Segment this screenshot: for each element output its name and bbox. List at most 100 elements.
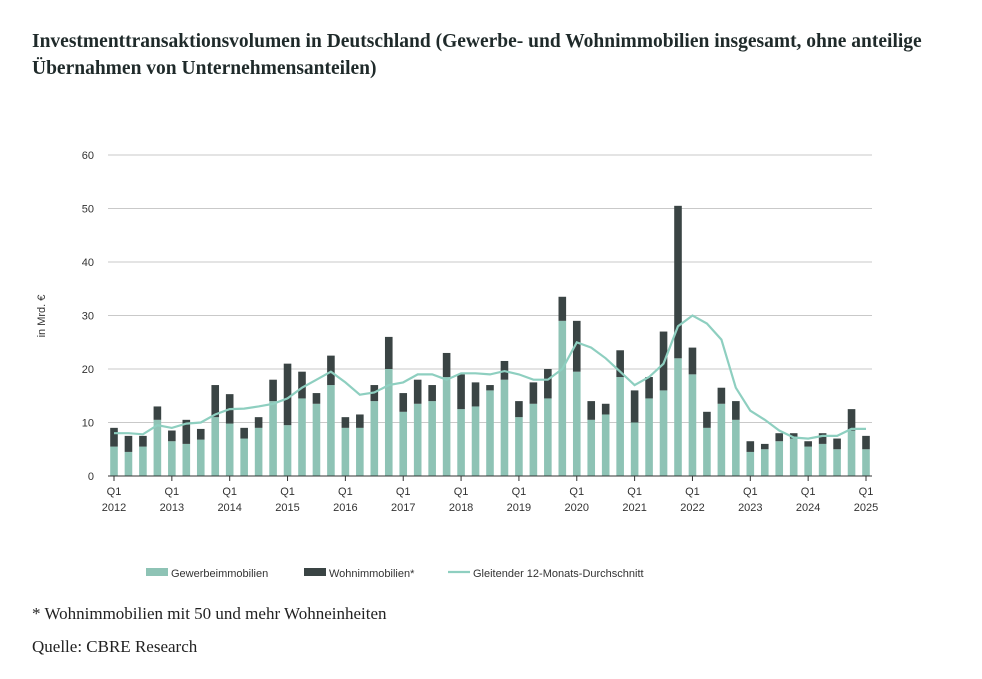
bar-wohn bbox=[515, 401, 523, 418]
bar-wohn bbox=[457, 374, 465, 410]
bar-gewerbe bbox=[717, 403, 726, 476]
y-tick-labels: 0 10 20 30 40 50 60 bbox=[82, 150, 94, 483]
bar-gewerbe bbox=[384, 369, 393, 476]
bar-wohn bbox=[529, 382, 538, 404]
bar-wohn bbox=[254, 417, 263, 428]
bar-gewerbe bbox=[775, 441, 784, 476]
bar-gewerbe bbox=[428, 401, 436, 476]
bar-gewerbe bbox=[399, 411, 408, 476]
bar-wohn bbox=[775, 433, 784, 442]
bar-wohn bbox=[124, 435, 133, 452]
legend-swatch bbox=[146, 568, 168, 576]
bar-gewerbe bbox=[587, 419, 596, 476]
bar-gewerbe bbox=[572, 371, 581, 476]
bar-gewerbe bbox=[818, 443, 827, 476]
bar-gewerbe bbox=[413, 403, 422, 476]
x-tick-year: 2022 bbox=[680, 502, 704, 514]
footnote: * Wohnimmobilien mit 50 und mehr Wohnein… bbox=[32, 604, 387, 623]
bar-gewerbe bbox=[110, 446, 118, 476]
bar-wohn bbox=[645, 377, 653, 399]
bar-wohn bbox=[298, 371, 306, 399]
bar-wohn bbox=[399, 393, 408, 412]
bar-wohn bbox=[703, 411, 711, 428]
y-tick-label: 0 bbox=[88, 471, 94, 483]
bar-wohn bbox=[862, 435, 870, 450]
bar-gewerbe bbox=[196, 439, 205, 476]
x-tick-quarter: Q1 bbox=[801, 486, 816, 498]
bar-gewerbe bbox=[760, 449, 769, 476]
legend-swatch bbox=[304, 568, 326, 576]
bar-gewerbe bbox=[240, 438, 248, 476]
bar-gewerbe bbox=[327, 385, 335, 476]
legend-label: Wohnimmobilien* bbox=[329, 568, 415, 580]
bar-series bbox=[110, 205, 870, 476]
bar-gewerbe bbox=[847, 430, 856, 476]
x-tick-year: 2021 bbox=[622, 502, 646, 514]
x-tick-year: 2024 bbox=[796, 502, 820, 514]
bar-gewerbe bbox=[616, 377, 624, 476]
bar-wohn bbox=[674, 205, 682, 359]
chart-title: Investmenttransaktionsvolumen in Deutsch… bbox=[32, 31, 922, 79]
x-tick-quarter: Q1 bbox=[280, 486, 295, 498]
bar-wohn bbox=[442, 352, 451, 378]
y-axis-label: in Mrd. € bbox=[36, 295, 48, 338]
bar-gewerbe bbox=[457, 409, 465, 476]
source-note: Quelle: CBRE Research bbox=[32, 637, 198, 656]
bar-wohn bbox=[544, 369, 552, 399]
bar-gewerbe bbox=[529, 403, 538, 476]
bar-wohn bbox=[616, 350, 624, 378]
x-tick-year: 2013 bbox=[160, 502, 184, 514]
y-tick-label: 40 bbox=[82, 257, 94, 269]
bar-wohn bbox=[327, 355, 335, 386]
bar-wohn bbox=[760, 443, 769, 450]
bar-gewerbe bbox=[674, 358, 682, 476]
bar-gewerbe bbox=[688, 374, 697, 476]
y-tick-label: 10 bbox=[82, 418, 94, 430]
bar-wohn bbox=[196, 428, 205, 440]
bar-gewerbe bbox=[124, 451, 133, 476]
x-tick-year: 2025 bbox=[854, 502, 878, 514]
bar-gewerbe bbox=[500, 379, 509, 476]
bar-gewerbe bbox=[168, 441, 176, 476]
bar-wohn bbox=[283, 363, 292, 426]
bar-gewerbe bbox=[471, 406, 480, 476]
bar-wohn bbox=[312, 393, 321, 404]
bar-wohn bbox=[139, 435, 147, 447]
bar-wohn bbox=[182, 419, 191, 444]
bar-wohn bbox=[847, 409, 856, 431]
bar-gewerbe bbox=[225, 423, 234, 476]
y-tick-label: 50 bbox=[82, 204, 94, 216]
bar-gewerbe bbox=[298, 398, 306, 476]
bar-gewerbe bbox=[544, 398, 552, 476]
x-tick-quarter: Q1 bbox=[685, 486, 700, 498]
legend-label: Gleitender 12-Monats-Durchschnitt bbox=[473, 568, 644, 580]
bar-gewerbe bbox=[833, 449, 841, 476]
y-tick-label: 20 bbox=[82, 364, 94, 376]
x-tick-year: 2014 bbox=[217, 502, 241, 514]
x-tick-year: 2018 bbox=[449, 502, 473, 514]
bar-wohn bbox=[688, 347, 697, 375]
x-tick-year: 2016 bbox=[333, 502, 357, 514]
bar-wohn bbox=[601, 403, 610, 415]
bar-gewerbe bbox=[139, 446, 147, 476]
bar-gewerbe bbox=[601, 414, 610, 476]
bar-wohn bbox=[413, 379, 422, 404]
x-tick-quarter: Q1 bbox=[165, 486, 180, 498]
x-tick-year: 2019 bbox=[507, 502, 531, 514]
bar-wohn bbox=[384, 336, 393, 369]
bar-gewerbe bbox=[341, 427, 350, 476]
bar-wohn bbox=[789, 433, 798, 439]
y-tick-label: 30 bbox=[82, 311, 94, 323]
bar-gewerbe bbox=[356, 427, 364, 476]
bar-wohn bbox=[818, 433, 827, 444]
x-tick-quarter: Q1 bbox=[627, 486, 642, 498]
x-tick-year: 2017 bbox=[391, 502, 415, 514]
bar-wohn bbox=[833, 438, 841, 450]
x-tick-year: 2015 bbox=[275, 502, 299, 514]
bar-gewerbe bbox=[254, 427, 263, 476]
bar-gewerbe bbox=[804, 446, 812, 476]
moving-average-line bbox=[114, 314, 866, 440]
bar-wohn bbox=[572, 320, 581, 372]
bar-gewerbe bbox=[211, 417, 220, 476]
